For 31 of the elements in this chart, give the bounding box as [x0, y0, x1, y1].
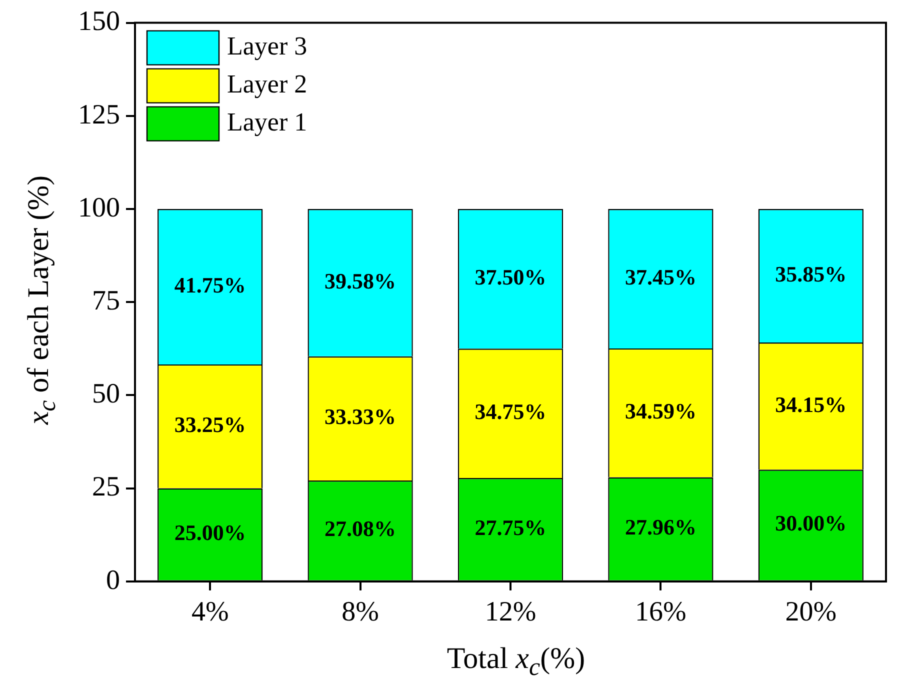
y-tick-label: 50: [92, 378, 120, 410]
data-label: 30.00%: [775, 510, 847, 536]
x-tick-label: 8%: [342, 596, 379, 628]
data-label: 33.33%: [324, 404, 396, 430]
x-tick-label: 16%: [635, 596, 686, 628]
data-label: 33.25%: [174, 412, 246, 438]
x-axis-title: Total x$_{c}$(%): [446, 642, 586, 682]
legend-label: Layer 1: [227, 108, 308, 137]
data-label: 34.15%: [775, 392, 847, 417]
y-tick-label: 0: [106, 564, 120, 596]
y-tick-label: 100: [78, 192, 120, 224]
data-label: 37.50%: [474, 264, 546, 290]
x-tick-label: 12%: [484, 596, 536, 628]
legend-label: Layer 3: [227, 32, 308, 61]
x-tick-label: 20%: [785, 596, 837, 628]
data-label: 34.59%: [624, 398, 696, 424]
data-label: 27.96%: [624, 514, 696, 540]
legend-label: Layer 2: [227, 70, 308, 99]
x-tick-label: 4%: [191, 596, 229, 628]
y-tick-label: 125: [78, 99, 120, 130]
data-label: 34.75%: [474, 399, 546, 424]
data-label: 27.08%: [324, 516, 396, 542]
data-label: 27.75%: [474, 514, 546, 540]
data-label: 37.45%: [624, 264, 696, 290]
data-label: 35.85%: [775, 261, 847, 286]
data-label: 25.00%: [174, 520, 246, 546]
y-tick-label: 150: [78, 6, 120, 38]
data-label: 41.75%: [174, 272, 246, 298]
y-tick-label: 25: [92, 472, 120, 503]
y-tick-label: 75: [92, 285, 120, 316]
data-label: 39.58%: [324, 268, 396, 294]
